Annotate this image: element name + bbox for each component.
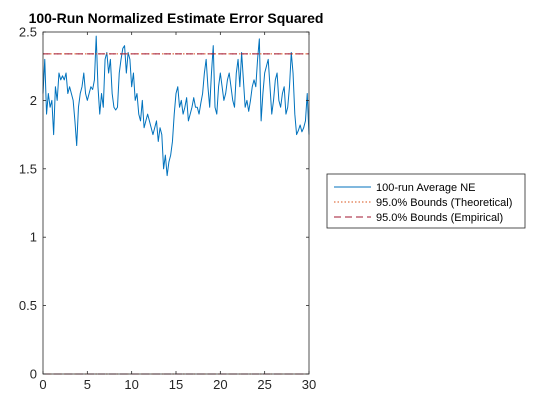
x-tick-label: 5	[84, 377, 91, 392]
y-tick-label: 2.5	[19, 25, 37, 40]
y-tick-label: 1	[30, 230, 37, 245]
legend-label: 95.0% Bounds (Empirical)	[376, 212, 503, 224]
legend: 100-run Average NE 95.0% Bounds (Theoreti…	[326, 173, 526, 229]
x-tick-label: 15	[169, 377, 183, 392]
chart-title: 100-Run Normalized Estimate Error Square…	[29, 10, 324, 26]
legend-box	[326, 173, 526, 229]
legend-entry-empirical-bounds: 95.0% Bounds (Empirical)	[334, 212, 503, 224]
legend-entry-theoretical-bounds: 95.0% Bounds (Theoretical)	[334, 197, 512, 209]
x-tick-label: 30	[302, 377, 316, 392]
x-tick-label: 0	[39, 377, 46, 392]
legend-entry-average-ne: 100-run Average NE	[334, 182, 475, 194]
y-tick-label: 2	[30, 93, 37, 108]
series-line-average-ne	[42, 35, 310, 177]
y-tick-label: 0.5	[19, 298, 37, 313]
x-tick-label: 20	[213, 377, 227, 392]
legend-label: 95.0% Bounds (Theoretical)	[376, 197, 512, 209]
ticks-layer: 0 5 10 15 20 25 30 0 0.5 1 1.5 2 2.5	[19, 25, 316, 393]
y-tick-label: 0	[30, 367, 37, 382]
x-tick-label: 25	[257, 377, 271, 392]
x-tick-label: 10	[124, 377, 138, 392]
y-tick-label: 1.5	[19, 161, 37, 176]
legend-label: 100-run Average NE	[376, 182, 475, 194]
plot-area	[43, 32, 309, 374]
